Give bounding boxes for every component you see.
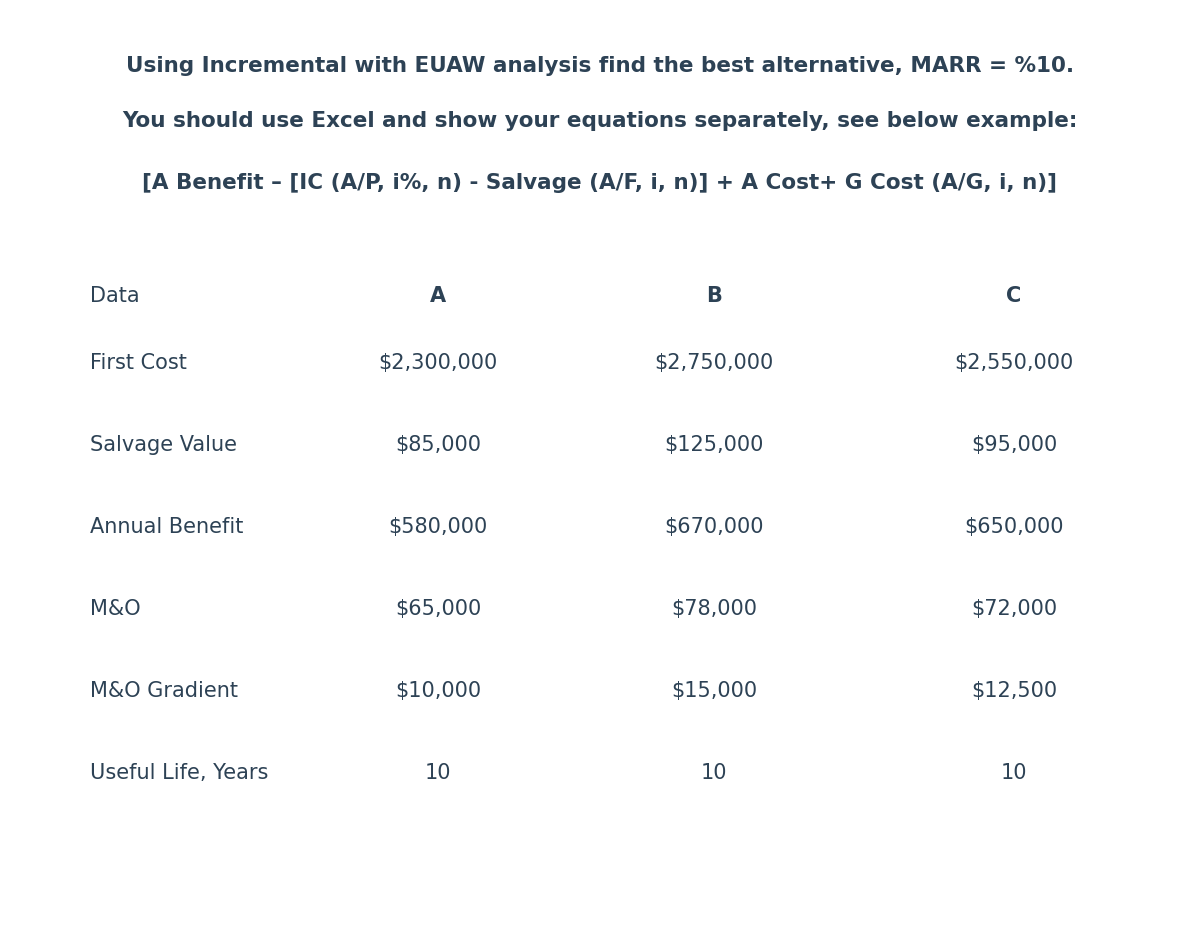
Text: $2,750,000: $2,750,000 (654, 353, 774, 373)
Text: 10: 10 (701, 763, 727, 783)
Text: A: A (430, 286, 446, 306)
Text: $12,500: $12,500 (971, 681, 1057, 701)
Text: M&O: M&O (90, 599, 140, 619)
Text: $125,000: $125,000 (665, 435, 763, 455)
Text: $72,000: $72,000 (971, 599, 1057, 619)
Text: $65,000: $65,000 (395, 599, 481, 619)
Text: 10: 10 (425, 763, 451, 783)
Text: Using Incremental with EUAW analysis find the best alternative, MARR = %10.: Using Incremental with EUAW analysis fin… (126, 56, 1074, 76)
Text: $670,000: $670,000 (665, 517, 763, 537)
Text: $78,000: $78,000 (671, 599, 757, 619)
Text: 10: 10 (1001, 763, 1027, 783)
Text: Annual Benefit: Annual Benefit (90, 517, 244, 537)
Text: $580,000: $580,000 (389, 517, 487, 537)
Text: $15,000: $15,000 (671, 681, 757, 701)
Text: $10,000: $10,000 (395, 681, 481, 701)
Text: C: C (1007, 286, 1021, 306)
Text: First Cost: First Cost (90, 353, 187, 373)
Text: [A Benefit – [IC (A/P, i%, n) - Salvage (A/F, i, n)] + A Cost+ G Cost (A/G, i, n: [A Benefit – [IC (A/P, i%, n) - Salvage … (143, 173, 1057, 193)
Text: $650,000: $650,000 (965, 517, 1063, 537)
Text: Data: Data (90, 286, 139, 306)
Text: M&O Gradient: M&O Gradient (90, 681, 238, 701)
Text: Useful Life, Years: Useful Life, Years (90, 763, 269, 783)
Text: $85,000: $85,000 (395, 435, 481, 455)
Text: Salvage Value: Salvage Value (90, 435, 238, 455)
Text: You should use Excel and show your equations separately, see below example:: You should use Excel and show your equat… (122, 111, 1078, 131)
Text: $2,300,000: $2,300,000 (378, 353, 498, 373)
Text: $2,550,000: $2,550,000 (954, 353, 1074, 373)
Text: B: B (706, 286, 722, 306)
Text: $95,000: $95,000 (971, 435, 1057, 455)
